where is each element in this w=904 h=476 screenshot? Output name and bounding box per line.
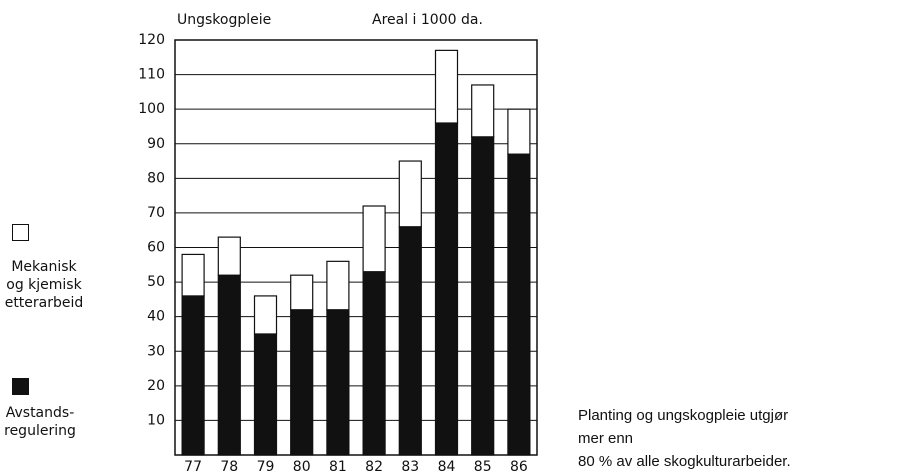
x-tick-label: 84 — [438, 459, 456, 475]
y-tick-label: 80 — [147, 170, 165, 186]
bar-segment — [326, 309, 350, 456]
x-tick-label: 79 — [257, 459, 275, 475]
bar-segment — [253, 333, 278, 456]
bar-segment — [217, 236, 241, 276]
bar-segment — [181, 253, 205, 297]
y-tick-label: 20 — [147, 378, 165, 394]
y-tick-label: 100 — [138, 101, 165, 117]
bar-segment — [181, 295, 205, 456]
x-tick-label: 82 — [365, 459, 383, 475]
legend-label: Mekanisk og kjemisk etterarbeid — [4, 259, 84, 311]
x-tick-label: 77 — [184, 459, 202, 475]
bar-segment — [398, 160, 422, 228]
legend-swatch — [12, 378, 29, 395]
x-tick-label: 83 — [401, 459, 419, 475]
bar-segment — [290, 309, 314, 456]
chart-subtitle: Areal i 1000 da. — [372, 12, 483, 28]
bar-segment — [471, 136, 495, 456]
bar-segment — [362, 205, 386, 273]
annotation-line: mer enn — [578, 430, 634, 447]
y-tick-label: 30 — [147, 343, 165, 359]
bar-segment — [398, 226, 422, 456]
y-tick-label: 90 — [147, 136, 165, 152]
annotation-line: Planting og ungskogpleie utgjør — [578, 407, 789, 424]
annotation: Planting og ungskogpleie utgjør mer enn 80… — [578, 404, 791, 473]
plot-frame — [174, 39, 538, 456]
legend-swatch — [12, 224, 29, 241]
chart-title: Ungskogpleie — [177, 12, 271, 28]
bar-segment — [326, 260, 350, 311]
bar-segment — [253, 295, 278, 335]
y-tick-label: 110 — [138, 67, 165, 83]
y-tick-label: 60 — [147, 240, 165, 256]
y-tick-label: 40 — [147, 309, 165, 325]
bar-segment — [217, 274, 241, 456]
bar-segment — [507, 108, 531, 155]
y-tick-label: 120 — [138, 32, 165, 48]
legend-label: Avstands-regulering — [4, 405, 76, 439]
bar-segment — [434, 122, 459, 456]
y-tick-label: 70 — [147, 205, 165, 221]
x-tick-label: 81 — [329, 459, 347, 475]
x-tick-label: 85 — [474, 459, 492, 475]
x-tick-label: 86 — [510, 459, 528, 475]
y-tick-label: 50 — [147, 274, 165, 290]
y-tick-label: 10 — [147, 412, 165, 428]
bar-segment — [434, 49, 459, 124]
bar-segment — [471, 84, 495, 138]
bar-segment — [362, 271, 386, 456]
bar-segment — [507, 153, 531, 456]
x-tick-label: 80 — [293, 459, 311, 475]
annotation-line: 80 % av alle skogkulturarbeider. — [578, 453, 791, 470]
x-tick-label: 78 — [220, 459, 238, 475]
bar-segment — [290, 274, 314, 311]
